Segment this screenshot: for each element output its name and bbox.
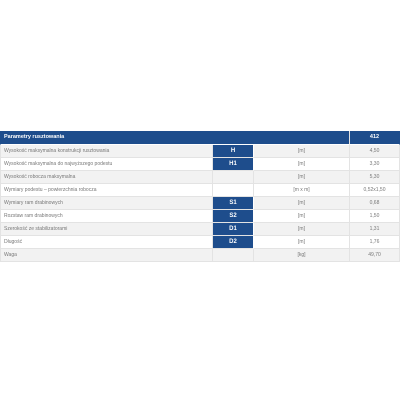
parameter-value: 1,76 [350, 236, 400, 249]
table-row: Rozstaw ram drabinowych S2 [m] 1,50 [0, 210, 400, 223]
parameter-symbol-empty [213, 249, 254, 262]
table-row: Wysokość maksymalna do najwyższego podes… [0, 158, 400, 171]
parameter-unit: [m] [254, 236, 351, 249]
table-title: Parametry rusztowania [0, 131, 351, 145]
parameter-value: 0,52x1,50 [350, 184, 400, 197]
parameter-symbol: H [213, 145, 254, 158]
model-header: 412 [350, 131, 400, 145]
parameter-label: Wysokość maksymalna do najwyższego podes… [0, 158, 213, 171]
parameter-unit: [m] [254, 197, 351, 210]
parameter-label: Długość [0, 236, 213, 249]
parameter-symbol-empty [213, 184, 254, 197]
table-row: Długość D2 [m] 1,76 [0, 236, 400, 249]
table-row: Szerokość ze stabilizatorami D1 [m] 1,31 [0, 223, 400, 236]
table-row: Waga [kg] 49,70 [0, 249, 400, 262]
table-row: Wysokość maksymalna konstrukcji rusztowa… [0, 145, 400, 158]
table-row: Wysokość robocza maksymalna [m] 5,30 [0, 171, 400, 184]
table-row: Wymiary ram drabinowych S1 [m] 0,68 [0, 197, 400, 210]
parameter-unit: [m] [254, 145, 351, 158]
parameter-label: Wysokość maksymalna konstrukcji rusztowa… [0, 145, 213, 158]
parameter-symbol-empty [213, 171, 254, 184]
parameter-label: Szerokość ze stabilizatorami [0, 223, 213, 236]
parameter-label: Waga [0, 249, 213, 262]
parameter-symbol: S1 [213, 197, 254, 210]
parameter-label: Wymiary podestu – powierzchnia robocza [0, 184, 213, 197]
parameter-unit: [m] [254, 171, 351, 184]
parameter-symbol: S2 [213, 210, 254, 223]
parameter-label: Wysokość robocza maksymalna [0, 171, 213, 184]
parameter-value: 0,68 [350, 197, 400, 210]
scaffold-parameters-table: Parametry rusztowania 412 Wysokość maksy… [0, 131, 400, 262]
parameter-symbol: D1 [213, 223, 254, 236]
parameter-unit: [kg] [254, 249, 351, 262]
parameter-symbol: D2 [213, 236, 254, 249]
parameter-value: 1,31 [350, 223, 400, 236]
table-header-row: Parametry rusztowania 412 [0, 131, 400, 145]
parameter-unit: [m] [254, 210, 351, 223]
parameter-symbol: H1 [213, 158, 254, 171]
table-row: Wymiary podestu – powierzchnia robocza [… [0, 184, 400, 197]
parameter-unit: [m] [254, 223, 351, 236]
parameter-label: Rozstaw ram drabinowych [0, 210, 213, 223]
parameter-unit: [m] [254, 158, 351, 171]
parameter-label: Wymiary ram drabinowych [0, 197, 213, 210]
parameter-value: 1,50 [350, 210, 400, 223]
parameter-unit: [m x m] [254, 184, 351, 197]
parameter-value: 5,30 [350, 171, 400, 184]
parameter-value: 3,30 [350, 158, 400, 171]
parameter-value: 4,50 [350, 145, 400, 158]
parameter-value: 49,70 [350, 249, 400, 262]
